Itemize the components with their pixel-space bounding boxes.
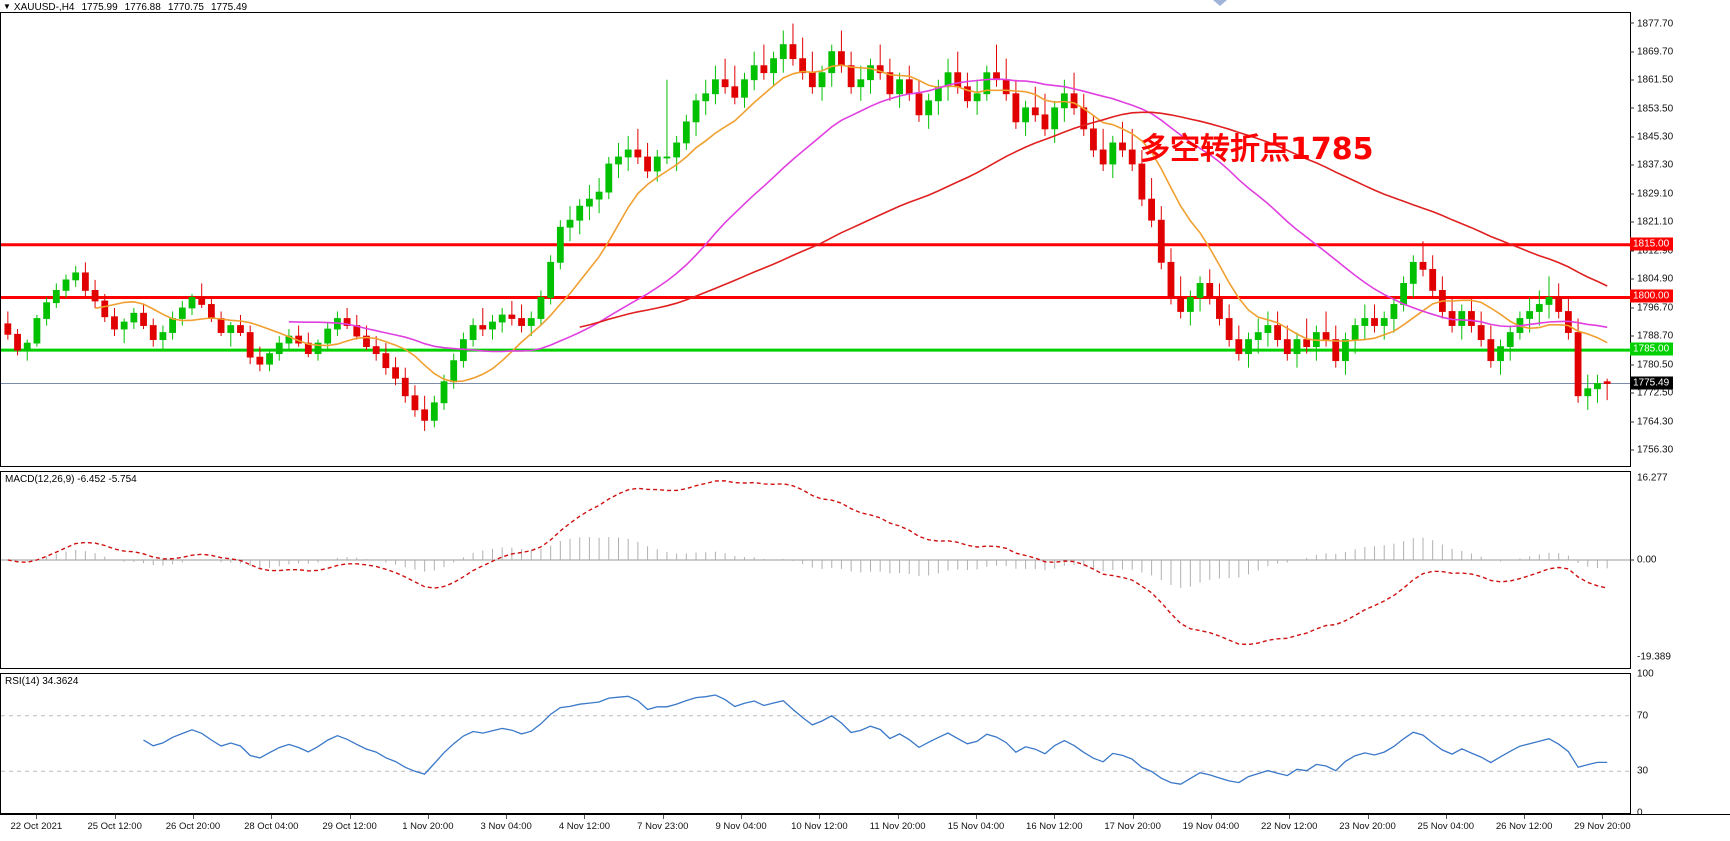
time-tick-mark [427,815,429,819]
time-tick-label: 1 Nov 20:00 [402,821,454,832]
time-tick-mark [897,815,899,819]
time-tick-label: 26 Nov 12:00 [1495,821,1553,832]
time-tick-mark [741,815,743,819]
time-tick-label: 3 Nov 04:00 [480,821,532,832]
time-tick-mark [349,815,351,819]
time-tick-mark [1445,815,1447,819]
time-tick-mark [114,815,116,819]
chart-annotation-text: 多空转折点1785 [1140,132,1374,167]
chevron-down-icon[interactable]: ▼ [3,2,11,11]
rsi-panel[interactable]: RSI(14) 34.3624 [0,673,1631,814]
macd-tick: 16.277 [1637,472,1668,484]
macd-series-canvas [1,480,1630,646]
price-tick: 1869.70 [1630,46,1673,57]
time-tick-label: 15 Nov 04:00 [947,821,1005,832]
price-tick: 1853.50 [1630,103,1673,114]
time-tick-mark [36,815,38,819]
time-tick-label: 17 Nov 20:00 [1104,821,1161,832]
time-tick-mark [584,815,586,819]
price-level-tag[interactable]: 1815.00 [1630,237,1674,251]
price-level-tag[interactable]: 1775.49 [1630,376,1674,389]
price-level-tag[interactable]: 1785.00 [1630,342,1674,356]
price-tick: 1845.30 [1630,132,1673,143]
time-tick-mark [1132,815,1134,819]
scroll-marker-icon [1213,0,1227,6]
price-tick: 1812.90 [1630,246,1673,257]
rsi-tick: 100 [1637,668,1654,680]
time-tick-mark [1289,815,1291,819]
price-series-canvas [1,23,1630,431]
price-tick: 1821.10 [1630,217,1673,228]
price-tick: 1837.30 [1630,160,1673,171]
time-tick-label: 23 Nov 20:00 [1339,821,1396,832]
time-tick-mark [1524,815,1526,819]
time-tick-mark [192,815,194,819]
time-tick-mark [819,815,821,819]
price-tick: 1861.50 [1630,75,1673,86]
macd-tick: 0.00 [1630,554,1656,565]
time-tick-mark [271,815,273,819]
price-tick: 1764.30 [1630,416,1673,427]
chart-header: ▼ XAUUSD-,H4 1775.99 1776.88 1770.75 177… [0,0,1730,14]
time-tick-label: 28 Oct 04:00 [244,821,299,832]
price-tick: 1804.90 [1630,274,1673,285]
time-tick-label: 26 Oct 20:00 [165,821,221,832]
time-tick-label: 11 Nov 20:00 [869,821,926,832]
time-tick-label: 22 Oct 2021 [10,821,63,832]
price-tick: 1829.10 [1630,189,1673,200]
time-tick-mark [1367,815,1369,819]
time-tick-label: 25 Oct 12:00 [87,821,142,832]
time-tick-label: 29 Oct 12:00 [322,821,377,832]
time-tick-label: 22 Nov 12:00 [1260,821,1318,832]
price-tick: 1780.50 [1630,359,1673,370]
price-level-tag[interactable]: 1800.00 [1630,289,1674,303]
price-tick: 1877.70 [1630,18,1673,29]
price-tick: 1756.30 [1630,444,1673,455]
time-tick-mark [1602,815,1604,819]
symbol-label: XAUUSD-,H4 [13,1,75,13]
time-tick-label: 10 Nov 12:00 [791,821,848,832]
price-tick: 1772.50 [1630,388,1673,399]
price-tick: 1788.70 [1630,331,1673,342]
price-tick: 1796.70 [1630,303,1673,314]
time-tick-label: 7 Nov 23:00 [637,821,689,832]
time-tick-label: 4 Nov 12:00 [558,821,611,832]
macd-panel[interactable]: MACD(12,26,9) -6.452 -5.754 [0,471,1631,669]
price-chart-panel[interactable] [0,12,1631,467]
ohlc-open: 1775.99 [81,1,118,13]
ohlc-high: 1776.88 [124,1,161,13]
rsi-series-canvas [1,694,1630,785]
rsi-tick: 30 [1637,765,1649,777]
time-tick-label: 16 Nov 12:00 [1026,821,1083,832]
time-tick-label: 9 Nov 04:00 [715,821,767,832]
ohlc-close: 1775.49 [210,1,248,13]
time-tick-label: 19 Nov 04:00 [1182,821,1240,832]
rsi-label: RSI(14) 34.3624 [5,676,79,687]
time-tick-mark [1054,815,1056,819]
time-tick-label: 29 Nov 20:00 [1574,821,1631,832]
time-tick-mark [506,815,508,819]
macd-tick: -19.389 [1637,651,1671,663]
time-tick-mark [976,815,977,819]
time-scale[interactable]: 22 Oct 2021 25 Oct 12:00 26 Oct 20:00 28 Oc… [0,814,1730,841]
price-scale[interactable]: 1877.70 1869.70 1861.50 1853.50 1845.30 1837.… [1630,0,1730,819]
time-tick-mark [662,815,664,819]
time-tick-label: 25 Nov 04:00 [1417,821,1475,832]
rsi-tick: 0 [1637,807,1643,819]
ohlc-low: 1770.75 [167,1,204,13]
macd-label: MACD(12,26,9) -6.452 -5.754 [5,474,137,485]
rsi-tick: 70 [1637,710,1649,722]
time-tick-mark [1210,815,1212,819]
